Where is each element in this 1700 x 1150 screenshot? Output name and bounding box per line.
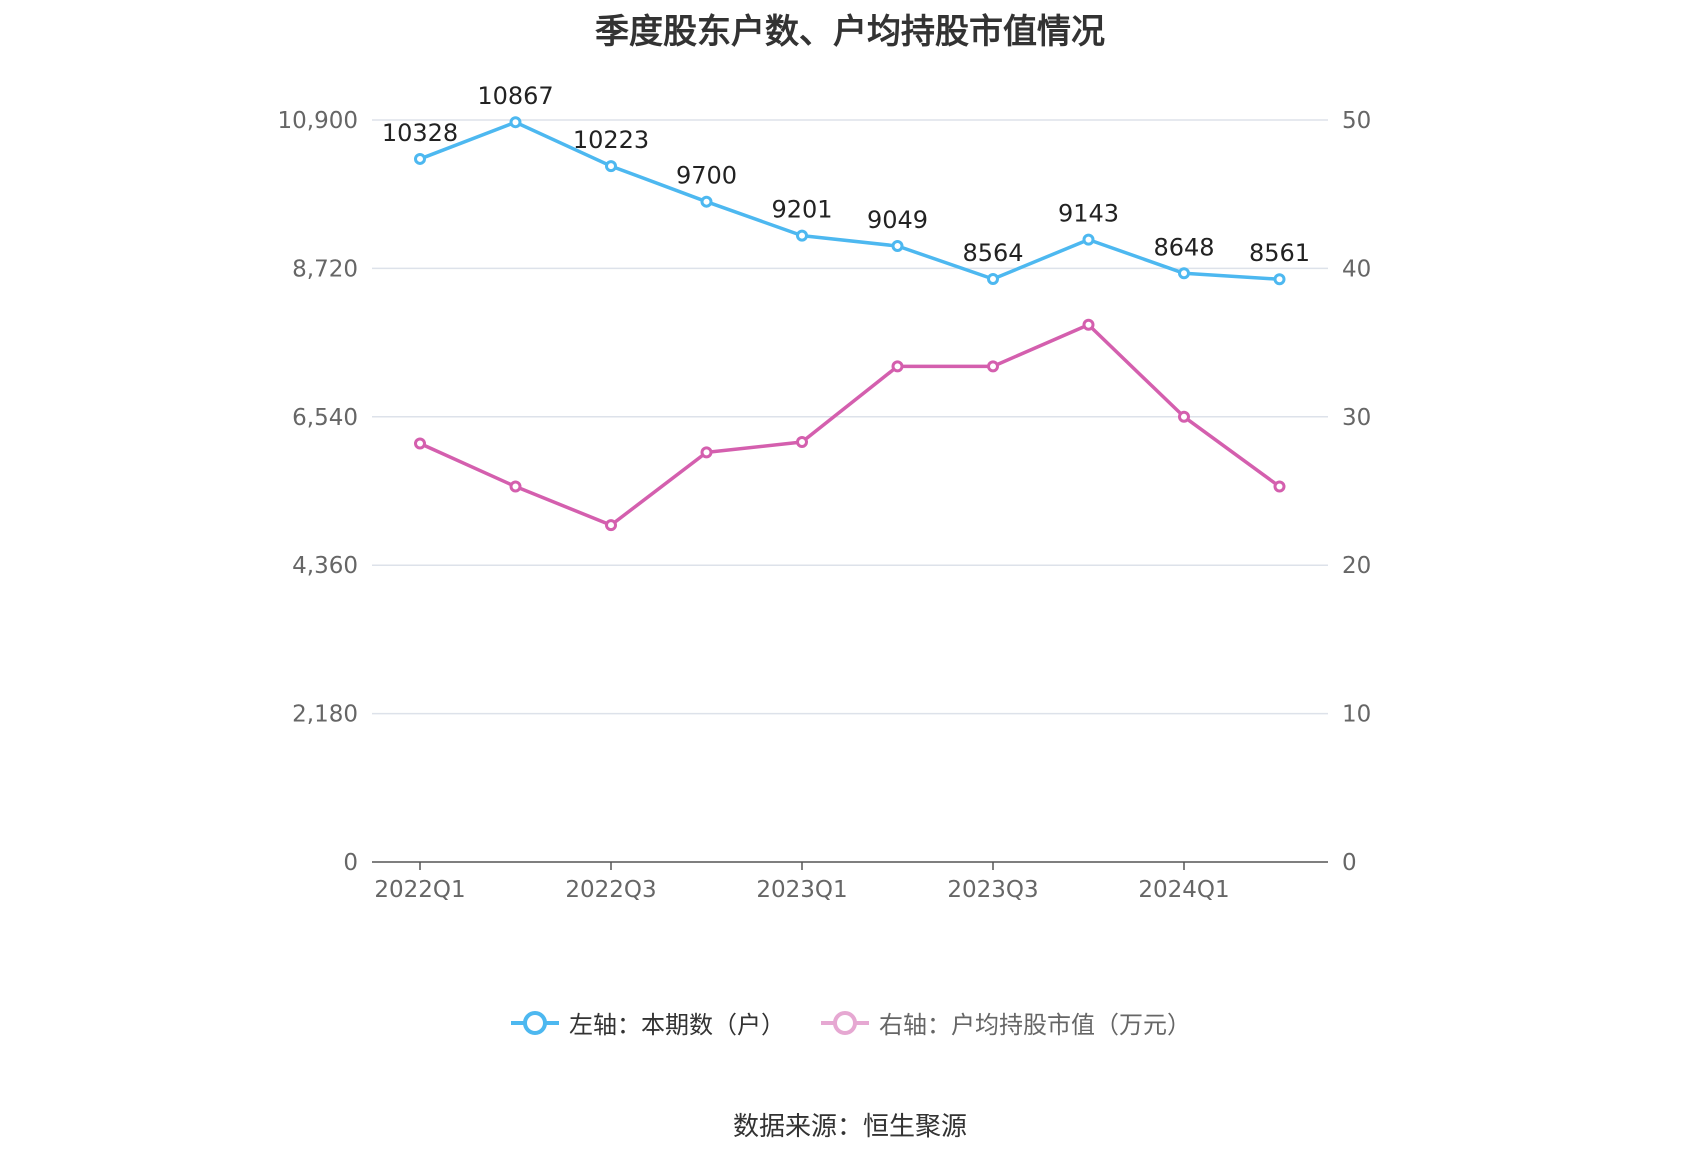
right-axis-tick-label: 10	[1342, 702, 1371, 728]
legend-item-market-value[interactable]: 右轴：户均持股市值（万元）	[819, 1005, 1191, 1040]
data-point	[1273, 273, 1286, 286]
legend-marker-pink-icon	[821, 1010, 869, 1035]
chart-title: 季度股东户数、户均持股市值情况	[595, 12, 1105, 52]
data-label: 9143	[1058, 200, 1119, 228]
data-label: 8648	[1153, 233, 1214, 261]
grid-lines	[372, 119, 1328, 715]
data-label: 10223	[573, 126, 649, 154]
data-label: 10867	[477, 82, 553, 110]
data-point	[700, 195, 713, 208]
series-layer	[414, 116, 1286, 532]
data-point	[605, 160, 617, 173]
right-axis-tick-label: 20	[1342, 553, 1371, 579]
data-point	[605, 519, 617, 532]
data-point	[509, 480, 522, 493]
data-point	[509, 116, 522, 129]
x-axis-tick-label: 2023Q1	[756, 877, 847, 903]
right-axis-tick-label: 0	[1342, 850, 1357, 876]
left-axis-tick-label: 10,900	[278, 108, 358, 134]
data-label: 8564	[962, 239, 1023, 267]
data-label-layer: 10328 10867 10223 9700 9201 9049 8564 9143 8648 8…	[382, 82, 1310, 267]
data-point	[987, 273, 999, 286]
data-point	[891, 360, 904, 373]
data-point	[1178, 267, 1190, 280]
data-label: 8561	[1249, 239, 1310, 267]
x-axis: 2022Q1 2022Q3 2023Q1 2023Q3 2024Q1	[372, 861, 1328, 903]
left-axis-tick-label: 0	[343, 850, 358, 876]
x-axis-tick-label: 2024Q1	[1138, 877, 1229, 903]
data-point	[891, 240, 904, 253]
data-point	[796, 436, 808, 449]
data-point	[987, 360, 999, 373]
x-axis-tick-label: 2023Q3	[947, 877, 1038, 903]
left-axis-tick-label: 2,180	[292, 702, 358, 728]
series-line-households	[419, 120, 1280, 281]
data-point	[796, 229, 808, 242]
series-line-market-value	[419, 323, 1281, 527]
right-axis-ticks: 0 10 20 30 40 50	[1342, 108, 1371, 876]
left-axis-ticks: 0 2,180 4,360 6,540 8,720 10,900	[278, 108, 358, 876]
legend-item-households[interactable]: 左轴：本期数（户）	[509, 1005, 785, 1040]
data-label: 10328	[382, 119, 458, 147]
data-label: 9201	[771, 196, 832, 224]
data-label: 9700	[676, 162, 737, 190]
data-point	[1082, 318, 1095, 331]
data-label: 9049	[867, 206, 928, 234]
right-axis-tick-label: 30	[1342, 405, 1371, 431]
legend-marker-blue-icon	[511, 1010, 559, 1035]
left-axis-tick-label: 6,540	[292, 405, 358, 431]
data-point	[1273, 480, 1286, 493]
legend: 左轴：本期数（户） 右轴：户均持股市值（万元）	[0, 1005, 1700, 1040]
data-source: 数据来源：恒生聚源	[732, 1112, 967, 1142]
data-point	[1178, 410, 1190, 423]
data-point	[1082, 233, 1095, 246]
right-axis-tick-label: 50	[1342, 108, 1371, 134]
data-point	[700, 446, 713, 459]
data-point	[414, 152, 426, 165]
x-axis-tick-label: 2022Q3	[565, 877, 656, 903]
legend-label-market-value: 右轴：户均持股市值（万元）	[879, 1011, 1191, 1039]
left-axis-tick-label: 8,720	[292, 256, 358, 282]
legend-label-households: 左轴：本期数（户）	[569, 1011, 785, 1039]
data-point	[414, 437, 426, 450]
right-axis-tick-label: 40	[1342, 256, 1371, 282]
x-axis-tick-label: 2022Q1	[374, 877, 465, 903]
left-axis-tick-label: 4,360	[292, 553, 358, 579]
